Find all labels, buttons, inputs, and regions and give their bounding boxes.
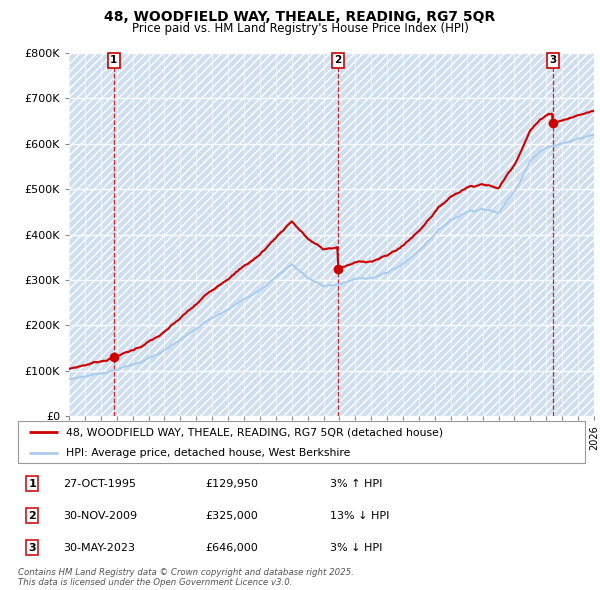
Text: 30-NOV-2009: 30-NOV-2009 — [64, 511, 137, 521]
Text: 1: 1 — [28, 478, 36, 489]
Text: 3% ↓ HPI: 3% ↓ HPI — [330, 543, 382, 553]
Text: 13% ↓ HPI: 13% ↓ HPI — [330, 511, 389, 521]
Text: 3% ↑ HPI: 3% ↑ HPI — [330, 478, 382, 489]
Text: £325,000: £325,000 — [205, 511, 258, 521]
Text: 3: 3 — [28, 543, 36, 553]
Text: 2: 2 — [335, 55, 342, 65]
Text: 2: 2 — [28, 511, 36, 521]
Text: HPI: Average price, detached house, West Berkshire: HPI: Average price, detached house, West… — [66, 448, 350, 457]
Text: Contains HM Land Registry data © Crown copyright and database right 2025.
This d: Contains HM Land Registry data © Crown c… — [18, 568, 354, 587]
Text: 27-OCT-1995: 27-OCT-1995 — [64, 478, 136, 489]
Text: £129,950: £129,950 — [205, 478, 258, 489]
Text: Price paid vs. HM Land Registry's House Price Index (HPI): Price paid vs. HM Land Registry's House … — [131, 22, 469, 35]
Text: £646,000: £646,000 — [205, 543, 258, 553]
FancyBboxPatch shape — [18, 421, 585, 463]
Text: 48, WOODFIELD WAY, THEALE, READING, RG7 5QR: 48, WOODFIELD WAY, THEALE, READING, RG7 … — [104, 10, 496, 24]
Text: 30-MAY-2023: 30-MAY-2023 — [64, 543, 136, 553]
Text: 48, WOODFIELD WAY, THEALE, READING, RG7 5QR (detached house): 48, WOODFIELD WAY, THEALE, READING, RG7 … — [66, 427, 443, 437]
Text: 3: 3 — [549, 55, 556, 65]
Text: 1: 1 — [110, 55, 118, 65]
